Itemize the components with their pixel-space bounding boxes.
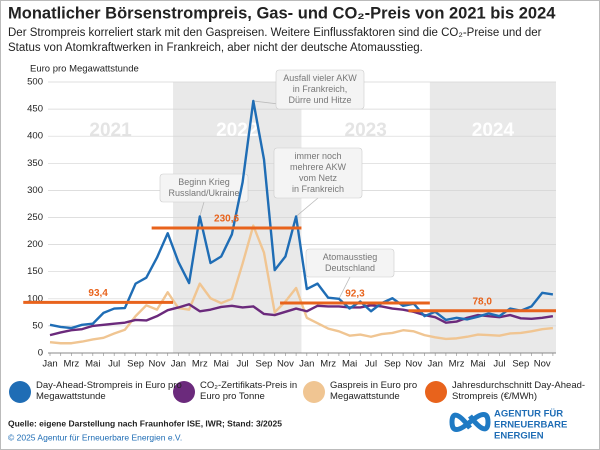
logo-text: AGENTUR FÜR xyxy=(494,409,563,420)
x-tick-label: Mrz xyxy=(63,359,79,370)
y-axis-label: Euro pro Megawattstunde xyxy=(30,64,139,75)
x-tick-label: Mrz xyxy=(192,359,208,370)
series-line xyxy=(49,303,554,337)
y-tick-label: 0 xyxy=(38,348,43,359)
x-tick-label: Jul xyxy=(108,359,120,370)
x-tick-label: Jul xyxy=(493,359,505,370)
annotation-pointer xyxy=(338,276,351,299)
x-tick-label: Sep xyxy=(384,359,401,370)
legend-swatch xyxy=(425,381,447,403)
x-tick-label: Jul xyxy=(237,359,249,370)
annotation-text: Atomausstieg xyxy=(323,252,378,262)
average-label: 230,6 xyxy=(214,214,239,225)
y-tick-label: 200 xyxy=(27,239,43,250)
x-tick-label: Nov xyxy=(534,359,551,370)
annotation-text: Ausfall vieler AKW xyxy=(283,73,357,83)
x-tick-label: Nov xyxy=(405,359,422,370)
subtitle: Status von Atomkraftwerken in Frankreich… xyxy=(8,42,423,54)
x-tick-label: Jan xyxy=(428,359,443,370)
source: Quelle: eigene Darstellung nach Fraunhof… xyxy=(8,418,282,428)
average-label: 93,4 xyxy=(88,288,108,299)
y-tick-label: 100 xyxy=(27,293,43,304)
annotation-pointer xyxy=(295,197,319,217)
y-tick-label: 300 xyxy=(27,185,43,196)
y-tick-label: 350 xyxy=(27,158,43,169)
logo-text: ERNEUERBARE xyxy=(494,420,567,431)
annotation-text: Russland/Ukraine xyxy=(168,188,239,198)
year-label: 2022 xyxy=(216,120,258,141)
annotation-text: Beginn Krieg xyxy=(178,177,230,187)
series-line xyxy=(49,99,554,330)
average-label: 92,3 xyxy=(345,289,365,300)
annotation-text: mehrere AKW xyxy=(290,162,347,172)
y-tick-label: 250 xyxy=(27,212,43,223)
legend-swatch xyxy=(173,381,195,403)
annotation-box xyxy=(305,248,395,278)
annotation-box xyxy=(273,147,363,199)
x-tick-label: Jul xyxy=(365,359,377,370)
x-tick-label: Mrz xyxy=(320,359,336,370)
x-tick-label: Mai xyxy=(470,359,485,370)
logo-text: ENERGIEN xyxy=(494,431,544,442)
annotation-box xyxy=(159,173,249,203)
legend-label: Jahresdurchschnitt Day-Ahead-Strompreis … xyxy=(452,380,586,402)
average-label: 78,0 xyxy=(472,296,492,307)
chart-title: Monatlicher Börsenstrompreis, Gas- und C… xyxy=(8,4,556,22)
y-tick-label: 50 xyxy=(32,320,43,331)
x-tick-label: Mai xyxy=(342,359,357,370)
x-tick-label: Jan xyxy=(42,359,57,370)
x-tick-label: Nov xyxy=(277,359,294,370)
subtitle: Der Strompreis korreliert stark mit den … xyxy=(8,27,542,39)
year-label: 2023 xyxy=(345,120,387,141)
y-tick-label: 500 xyxy=(27,77,43,88)
annotation-text: in Frankreich xyxy=(292,184,344,194)
annotation-text: in Frankreich, xyxy=(293,84,348,94)
x-tick-label: Mai xyxy=(85,359,100,370)
legend-label: CO₂-Zertifikats-Preis in Euro pro Tonne xyxy=(200,380,298,402)
x-tick-label: Sep xyxy=(127,359,144,370)
legend-label: Day-Ahead-Strompreis in Euro pro Megawat… xyxy=(36,380,182,402)
logo-icon xyxy=(449,412,491,432)
annotation-box xyxy=(275,69,365,110)
annotation-pointer xyxy=(199,201,205,217)
y-tick-label: 150 xyxy=(27,266,43,277)
legend-label: Gaspreis in Euro pro Megawattstunde xyxy=(330,380,418,402)
y-tick-label: 400 xyxy=(27,131,43,142)
year-label: 2024 xyxy=(472,120,515,141)
annotation-text: vom Netz xyxy=(299,173,338,183)
legend-swatch xyxy=(9,381,31,403)
x-tick-label: Sep xyxy=(256,359,273,370)
x-tick-label: Mrz xyxy=(449,359,465,370)
year-label: 2021 xyxy=(89,120,132,141)
x-tick-label: Sep xyxy=(512,359,529,370)
x-tick-label: Jan xyxy=(171,359,186,370)
x-tick-label: Jan xyxy=(299,359,314,370)
annotation-text: Deutschland xyxy=(325,263,375,273)
y-tick-label: 450 xyxy=(27,104,43,115)
x-tick-label: Mai xyxy=(214,359,229,370)
annotation-text: Dürre und Hitze xyxy=(288,95,351,105)
copyright: © 2025 Agentur für Erneuerbare Energien … xyxy=(8,432,182,442)
x-tick-label: Nov xyxy=(149,359,166,370)
annotation-text: immer noch xyxy=(294,151,341,161)
legend-swatch xyxy=(303,381,325,403)
